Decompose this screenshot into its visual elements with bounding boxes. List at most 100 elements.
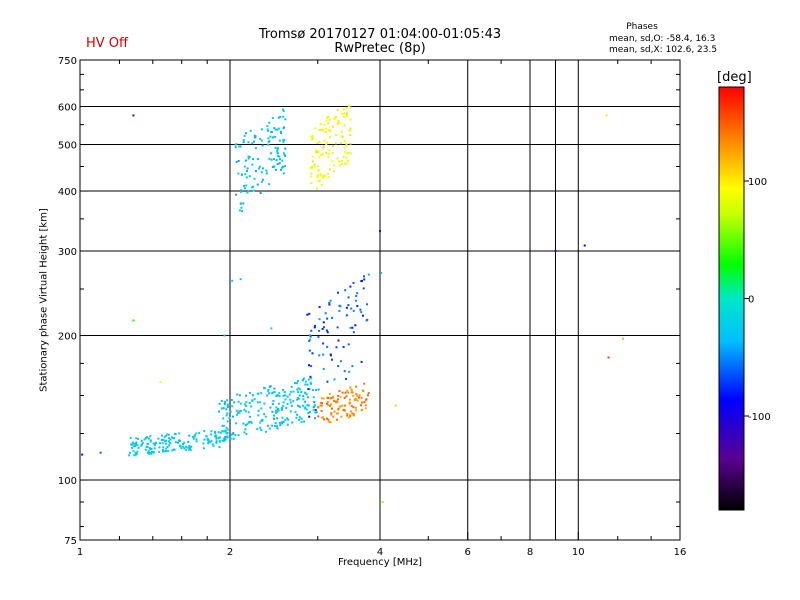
data-point xyxy=(193,434,196,437)
data-point xyxy=(332,396,335,399)
data-point xyxy=(185,445,188,448)
data-point xyxy=(345,377,347,380)
data-point xyxy=(297,397,299,399)
phase-stats-heading: Phases xyxy=(626,22,658,32)
data-point xyxy=(312,137,314,140)
data-point xyxy=(217,437,220,439)
data-point xyxy=(339,142,342,145)
data-point xyxy=(278,391,281,394)
data-point xyxy=(260,180,263,183)
data-point xyxy=(242,422,245,425)
data-point xyxy=(283,391,286,394)
data-point xyxy=(135,441,138,444)
data-point xyxy=(240,173,243,176)
data-point xyxy=(242,141,245,144)
data-point xyxy=(333,410,336,413)
data-point xyxy=(134,444,136,447)
data-point xyxy=(274,146,277,149)
data-point xyxy=(243,165,246,168)
data-point xyxy=(316,176,319,179)
data-point xyxy=(342,156,345,158)
data-point xyxy=(257,392,260,395)
data-point xyxy=(317,174,319,177)
data-point xyxy=(360,311,363,314)
data-point xyxy=(341,112,344,115)
data-point xyxy=(328,301,331,304)
data-point xyxy=(335,134,338,136)
data-point xyxy=(191,435,194,438)
data-point xyxy=(326,331,329,334)
data-point xyxy=(320,404,323,407)
data-point xyxy=(325,329,328,332)
data-point xyxy=(319,174,322,177)
data-point xyxy=(327,418,330,421)
data-point xyxy=(240,189,243,192)
data-point xyxy=(332,144,334,147)
data-point xyxy=(254,147,257,150)
data-point xyxy=(340,415,343,418)
data-point xyxy=(162,450,165,453)
data-point xyxy=(333,378,336,381)
data-point xyxy=(151,451,153,453)
data-point xyxy=(280,407,283,409)
x-tick-label: 10 xyxy=(572,547,585,558)
data-point xyxy=(379,230,381,233)
data-point xyxy=(238,394,241,397)
data-point xyxy=(317,388,320,391)
data-point xyxy=(310,135,313,138)
data-point xyxy=(245,394,247,397)
data-point xyxy=(235,193,238,196)
data-point xyxy=(304,400,306,403)
data-point xyxy=(315,389,317,391)
data-point xyxy=(271,403,274,406)
data-point xyxy=(345,114,348,117)
data-point xyxy=(317,150,320,153)
data-point xyxy=(354,406,357,409)
y-tick-label: 400 xyxy=(58,187,77,198)
data-point xyxy=(167,433,170,436)
data-point xyxy=(337,120,340,123)
data-point xyxy=(270,158,273,161)
data-point xyxy=(343,116,346,118)
data-point xyxy=(224,430,227,433)
data-point xyxy=(322,321,325,324)
data-point xyxy=(165,442,168,445)
data-point xyxy=(362,287,365,290)
data-point xyxy=(354,324,357,327)
data-point xyxy=(306,396,309,399)
phase-stats-o-mode: mean, sd,O: -58.4, 16.3 xyxy=(609,34,716,44)
data-point xyxy=(253,177,256,180)
data-point xyxy=(207,440,210,443)
data-point xyxy=(152,442,155,445)
data-point xyxy=(271,117,274,120)
data-point xyxy=(310,182,313,185)
data-point xyxy=(300,417,303,420)
data-point xyxy=(305,408,308,411)
data-point xyxy=(229,437,232,440)
data-point xyxy=(311,165,314,168)
data-point xyxy=(247,141,250,144)
data-point xyxy=(344,409,346,412)
data-point xyxy=(209,441,212,444)
data-point xyxy=(354,398,357,401)
data-point xyxy=(247,157,250,160)
data-point xyxy=(310,167,313,170)
data-point xyxy=(318,306,321,308)
data-point xyxy=(286,403,289,406)
data-point xyxy=(289,398,292,401)
colorbar-tick-label: -100 xyxy=(748,412,771,423)
data-point xyxy=(220,407,223,410)
data-point xyxy=(347,151,350,154)
data-point xyxy=(281,421,284,423)
data-point xyxy=(350,307,353,310)
data-point xyxy=(362,314,364,317)
data-point xyxy=(297,387,300,390)
data-point xyxy=(381,501,384,503)
data-point xyxy=(349,386,352,389)
data-point xyxy=(230,433,233,436)
data-point xyxy=(333,399,336,402)
data-point xyxy=(210,433,213,436)
data-point xyxy=(222,417,225,420)
data-point xyxy=(136,450,139,453)
